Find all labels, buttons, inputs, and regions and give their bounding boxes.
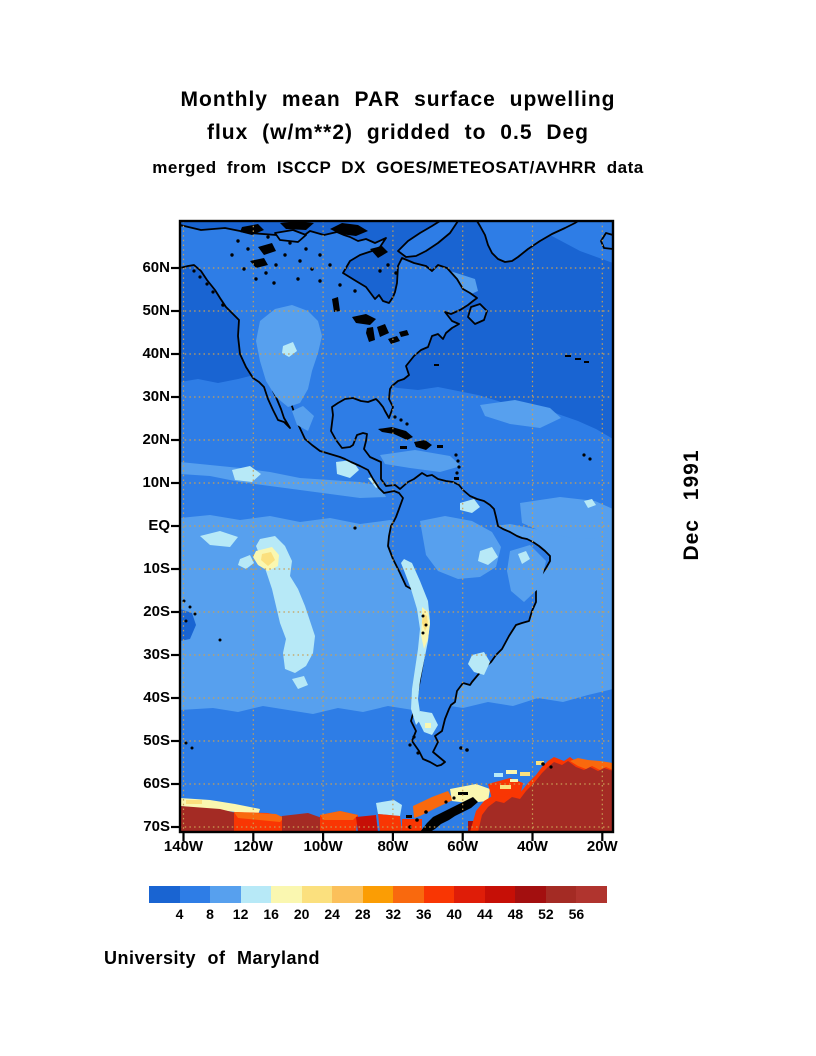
map-canvas (171, 219, 615, 841)
lon-label-120W: 120W (233, 838, 273, 855)
arctic-islands (240, 221, 388, 258)
colorbar-segment-3 (210, 886, 241, 903)
title-line-3: merged from ISCCP DX GOES/METEOSAT/AVHRR… (152, 158, 644, 177)
galapagos (353, 526, 357, 530)
title-line-2: flux (w/m**2) gridded to 0.5 Deg (206, 121, 590, 144)
lon-label-80W: 80W (377, 838, 409, 855)
falklands (459, 746, 463, 750)
lon-label-140W: 140W (163, 838, 204, 855)
lat-label-50S: 50S (143, 732, 170, 749)
colorbar-segment-9 (393, 886, 424, 903)
map-panel (171, 219, 615, 841)
islands-and-lakes (182, 221, 592, 832)
colorbar-segment-11 (454, 886, 485, 903)
colorbar-segment-14 (545, 886, 577, 903)
lat-label-20N: 20N (142, 431, 170, 448)
jamaica (400, 446, 407, 449)
lat-label-60S: 60S (143, 775, 170, 792)
colorbar-segment-4 (240, 886, 272, 903)
lat-label-40S: 40S (143, 689, 170, 706)
trinidad (454, 477, 459, 480)
colorbar-segment-6 (301, 886, 333, 903)
victoria-island (274, 229, 307, 243)
graticule (180, 221, 613, 832)
colorbar-segment-5 (271, 886, 302, 903)
hispaniola (414, 440, 432, 450)
lat-label-70S: 70S (143, 818, 170, 835)
colorbar-segment-7 (332, 886, 363, 903)
colorbar-tick-44: 44 (477, 906, 493, 922)
colorbar-tick-56: 56 (568, 906, 585, 922)
colorbar-tick-52: 52 (538, 906, 554, 922)
colorbar-tick-8: 8 (206, 906, 214, 922)
bermuda (434, 364, 439, 366)
cuba (378, 427, 413, 440)
lat-label-50N: 50N (142, 302, 170, 319)
colorbar-tick-16: 16 (263, 906, 279, 922)
lat-label-30N: 30N (142, 388, 170, 405)
colorbar-tick-28: 28 (354, 906, 371, 922)
colorbar-tick-4: 4 (175, 906, 184, 922)
colorbar-segment-12 (484, 886, 516, 903)
credit-label: University of Maryland (104, 948, 321, 968)
date-label-wrap: Dec 1991 (612, 425, 772, 585)
lat-label-20S: 20S (143, 603, 170, 620)
colorbar-segment-1 (149, 886, 180, 903)
lon-label-100W: 100W (303, 838, 343, 855)
south-georgia (541, 762, 545, 766)
antarctic-peninsula (420, 797, 478, 832)
colorbar-segment-8 (362, 886, 394, 903)
colorbar-segment-2 (179, 886, 211, 903)
puerto-rico (437, 445, 443, 448)
baffin-island (397, 220, 459, 258)
colorbar-segment-15 (576, 886, 607, 903)
map-frame (178, 219, 615, 834)
colorbar-tick-20: 20 (293, 906, 310, 922)
newfoundland (467, 303, 488, 325)
lat-label-10N: 10N (142, 474, 170, 491)
lat-label-EQ: EQ (148, 517, 170, 534)
lon-label-40W: 40W (517, 838, 548, 855)
lon-label-60W: 60W (447, 838, 479, 855)
greenland (476, 220, 579, 263)
colorbar-tick-48: 48 (507, 906, 524, 922)
date-label: Dec 1991 (680, 449, 703, 561)
title-line-1: Monthly mean PAR surface upwelling (180, 88, 616, 111)
colorbar (149, 886, 607, 903)
land-terrain-patches (256, 305, 546, 735)
axis-ticks (171, 266, 604, 841)
lat-label-10S: 10S (143, 560, 170, 577)
colorbar-tick-32: 32 (385, 906, 402, 922)
lat-label-40N: 40N (142, 345, 170, 362)
lat-label-30S: 30S (143, 646, 170, 663)
colorbar-segment-13 (515, 886, 546, 903)
colorbar-tick-36: 36 (415, 906, 432, 922)
colorbar-segment-10 (423, 886, 455, 903)
lon-label-20W: 20W (586, 838, 618, 855)
colorbar-tick-12: 12 (232, 906, 249, 922)
colorbar-tick-40: 40 (446, 906, 463, 922)
great-lakes (352, 314, 409, 344)
colorbar-tick-24: 24 (324, 906, 340, 922)
lat-label-60N: 60N (142, 259, 170, 276)
